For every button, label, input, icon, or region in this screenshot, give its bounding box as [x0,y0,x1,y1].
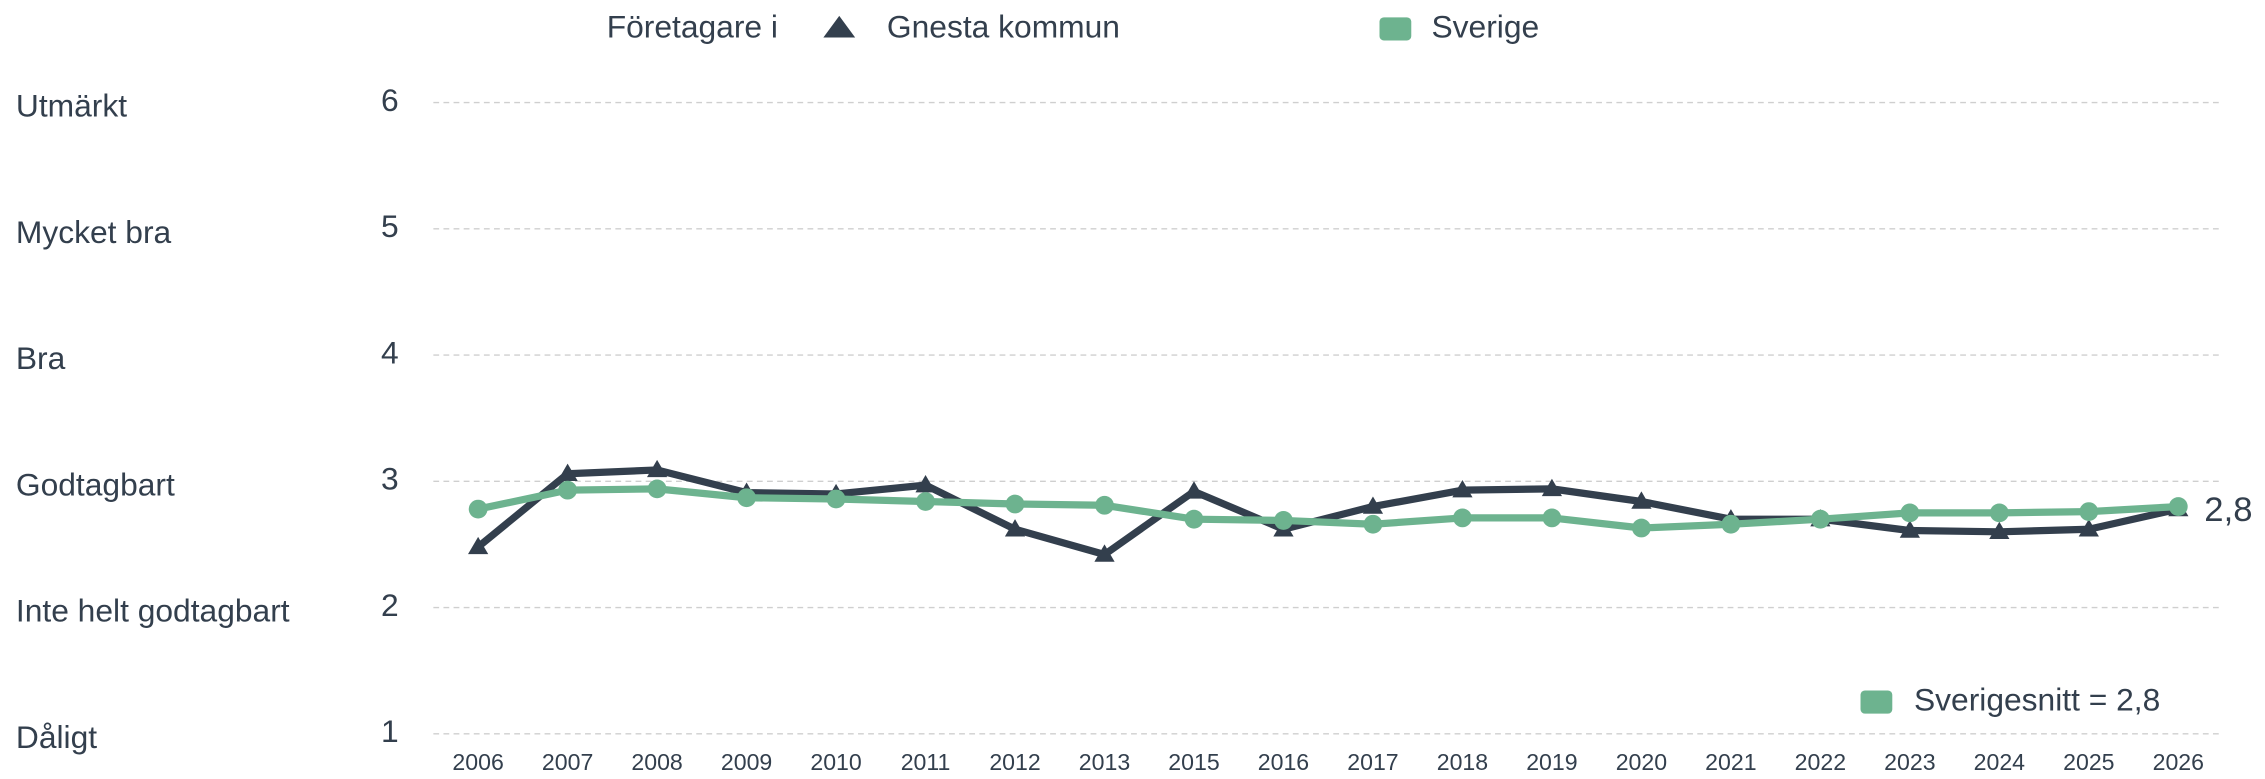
x-tick-label: 2015 [1168,749,1219,775]
y-tick-label: 2 [381,587,399,623]
point-marker [1899,520,1920,538]
point-marker [1005,494,1025,514]
point-marker [1632,518,1651,538]
point-marker [646,459,668,478]
point-marker [1094,544,1115,562]
y-tick-label: 4 [381,334,399,370]
point-marker [1541,478,1563,497]
x-tick-label: 2013 [1079,749,1130,775]
average-note: Sverigesnitt = 2,8 [1914,681,2160,717]
point-marker [2168,497,2188,516]
point-marker [1721,514,1741,534]
x-tick-label: 2007 [542,749,593,775]
legend-prefix: Företagare i [607,8,778,44]
point-marker [1363,514,1383,534]
point-marker [468,536,489,555]
point-marker [1900,503,1920,523]
point-marker [1274,511,1293,530]
point-marker [915,474,936,493]
y-tick-label: 1 [381,713,399,749]
y-tick-name: Utmärkt [16,88,127,124]
point-marker [557,463,578,481]
x-tick-label: 2009 [721,749,772,775]
x-tick-label: 2019 [1526,749,1577,775]
average-swatch [1860,690,1893,714]
point-marker [826,489,846,509]
x-tick-label: 2022 [1795,749,1846,775]
point-marker [1362,496,1384,514]
point-marker [468,499,488,519]
end-label: 2,8 [2204,491,2252,529]
legend-marker [823,15,856,38]
x-tick-label: 2008 [631,749,682,775]
point-marker [1004,519,1026,537]
x-tick-label: 2016 [1258,749,1309,775]
point-marker [647,479,667,499]
x-tick-label: 2026 [2153,749,2204,775]
series-line [477,485,2179,532]
point-marker [1095,495,1114,515]
point-marker [1452,480,1473,498]
y-tick-name: Inte helt godtagbart [16,593,290,629]
x-tick-label: 2006 [452,749,503,775]
y-tick-label: 6 [381,82,399,118]
y-tick-name: Godtagbart [16,466,175,502]
point-marker [1810,509,1830,529]
x-tick-label: 2021 [1705,749,1756,775]
x-tick-label: 2017 [1347,749,1398,775]
x-tick-label: 2020 [1616,749,1667,775]
series-line [475,466,2180,559]
point-marker [1183,481,1205,499]
y-tick-label: 5 [381,208,399,244]
x-tick-label: 2025 [2063,749,2114,775]
x-tick-label: 2012 [989,749,1040,775]
x-tick-label: 2024 [1974,749,2026,775]
y-tick-label: 3 [381,461,399,497]
x-tick-label: 2011 [901,749,951,775]
y-tick-name: Bra [16,340,66,376]
point-marker [1542,508,1562,528]
point-marker [1453,508,1472,528]
legend-label: Sverige [1431,8,1539,44]
point-marker [558,480,578,500]
point-marker [1184,509,1204,529]
point-marker [916,492,935,511]
y-tick-name: Mycket bra [16,214,172,250]
point-marker [1989,521,2010,540]
x-tick-label: 2010 [810,749,861,775]
point-marker [2078,519,2099,537]
x-tick-label: 2018 [1437,749,1488,775]
plot: 1 Dåligt 2 Inte helt godtagbart 3 Godtagbart 4… [16,8,2253,775]
point-marker [1631,491,1652,509]
y-tick-name: Dåligt [16,719,97,755]
x-tick-label: 2023 [1884,749,1935,775]
legend-label: Gnesta kommun [887,8,1120,44]
point-marker [2079,502,2099,521]
legend-marker [1379,17,1412,41]
point-marker [1989,503,2009,523]
point-marker [737,488,756,508]
